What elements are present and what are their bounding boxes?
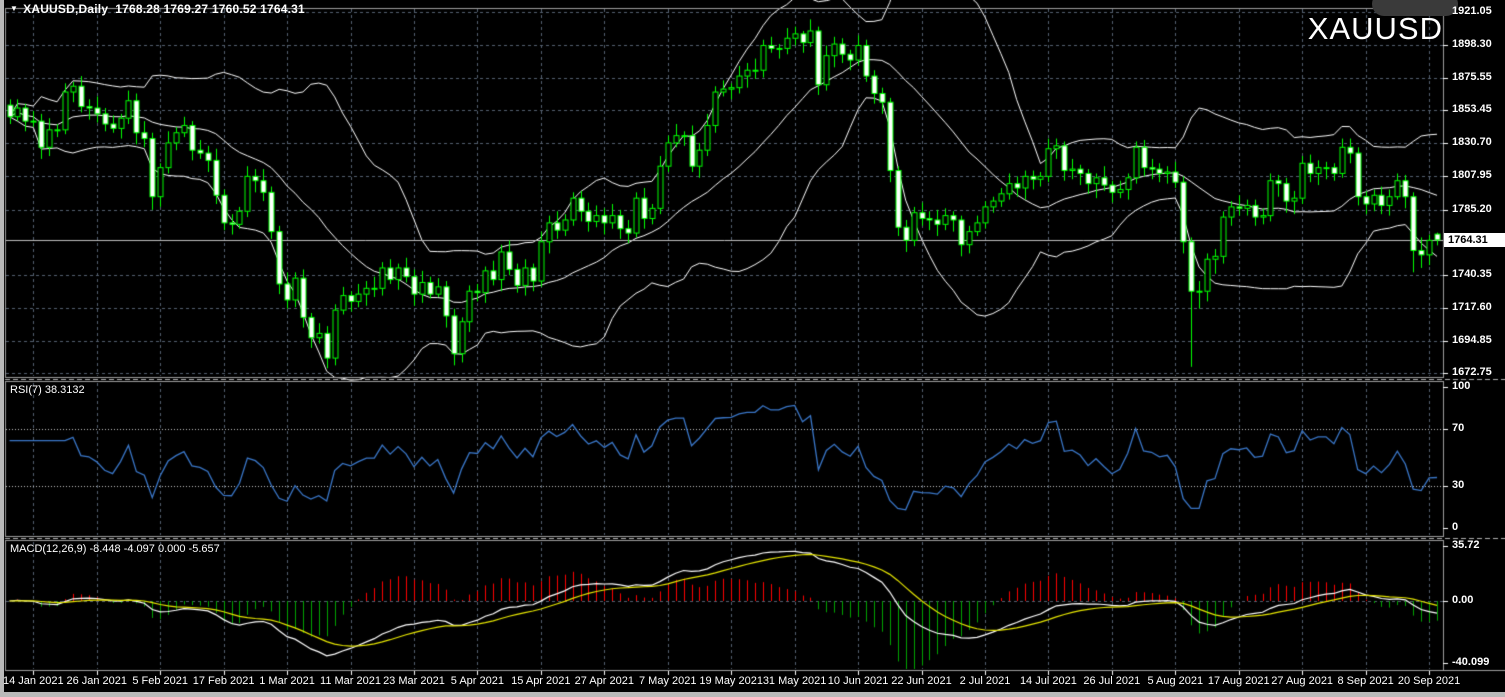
date-axis-label: 27 Apr 2021	[574, 675, 634, 687]
date-axis-label: 31 May 2021	[762, 675, 827, 687]
pane-separator-main-rsi[interactable]	[0, 376, 1505, 381]
price-axis-label: 1717.60	[1452, 300, 1492, 313]
chart-title-bar[interactable]: ▼ XAUUSD,Daily 1768.28 1769.27 1760.52 176…	[10, 2, 305, 16]
date-axis-label: 5 Aug 2021	[1147, 675, 1204, 687]
date-axis-label: 1 Mar 2021	[259, 675, 315, 687]
price-axis-label: 1830.70	[1452, 136, 1492, 149]
price-axis-label: 1853.45	[1452, 103, 1492, 116]
symbol-timeframe-label: XAUUSD,Daily	[23, 2, 109, 16]
rsi-axis-label: 100	[1452, 380, 1471, 392]
date-axis-label: 17 Feb 2021	[192, 675, 255, 687]
rsi-indicator-label: RSI(7) 38.3132	[10, 384, 85, 396]
broker-logo	[1372, 0, 1458, 16]
price-axis-label: 1921.05	[1452, 5, 1492, 17]
date-axis-label: 26 Jul 2021	[1083, 675, 1141, 687]
date-axis-label: 2 Jul 2021	[959, 675, 1011, 687]
price-axis-label: 1898.30	[1452, 38, 1492, 51]
price-axis-label: 1740.35	[1452, 267, 1492, 280]
date-axis-label: 14 Jul 2021	[1019, 675, 1077, 687]
date-axis-label: 8 Sep 2021	[1337, 675, 1394, 687]
date-axis-label: 7 May 2021	[638, 675, 697, 687]
date-axis-label: 19 May 2021	[699, 675, 763, 687]
date-axis-label: 5 Apr 2021	[450, 675, 504, 687]
price-axis-label: 1694.85	[1452, 333, 1492, 346]
rsi-axis-label: 0	[1452, 521, 1459, 533]
rsi-axis-label: 70	[1452, 422, 1465, 435]
price-axis-label: 1785.20	[1452, 202, 1492, 215]
date-axis-label: 26 Jan 2021	[66, 675, 128, 687]
symbol-watermark: XAUUSD	[1307, 11, 1443, 46]
date-axis-label: 22 Jun 2021	[891, 675, 952, 687]
date-axis-label: 11 Mar 2021	[320, 675, 381, 687]
symbol-dropdown-icon[interactable]: ▼	[10, 4, 19, 13]
pane-separator-rsi-macd[interactable]	[0, 535, 1505, 540]
macd-axis-label: 0.00	[1452, 594, 1474, 606]
macd-axis-label: 35.72	[1452, 538, 1480, 551]
price-axis-label: 1875.55	[1452, 71, 1492, 84]
date-axis-label: 15 Apr 2021	[511, 675, 571, 687]
price-axis-label: 1672.75	[1452, 366, 1492, 378]
macd-indicator-label: MACD(12,26,9) -8.448 -4.097 0.000 -5.657	[10, 543, 220, 555]
date-axis-label: 14 Jan 2021	[3, 675, 64, 687]
window-border-left	[0, 0, 4, 697]
ohlc-values: 1768.28 1769.27 1760.52 1764.31	[115, 2, 305, 16]
date-axis-label: 17 Aug 2021	[1207, 675, 1270, 687]
date-axis-label: 23 Mar 2021	[383, 675, 445, 687]
window-border-bottom	[0, 692, 1505, 697]
date-axis-label: 20 Sep 2021	[1397, 675, 1461, 687]
current-price-badge: 1764.31	[1444, 233, 1505, 247]
macd-axis-label: -40.099	[1452, 655, 1490, 668]
date-axis-label: 5 Feb 2021	[132, 675, 188, 687]
price-axis-label: 1807.95	[1452, 169, 1492, 182]
date-axis-label: 27 Aug 2021	[1271, 675, 1334, 687]
date-axis-label: 10 Jun 2021	[827, 675, 889, 687]
rsi-axis-label: 30	[1452, 478, 1465, 491]
